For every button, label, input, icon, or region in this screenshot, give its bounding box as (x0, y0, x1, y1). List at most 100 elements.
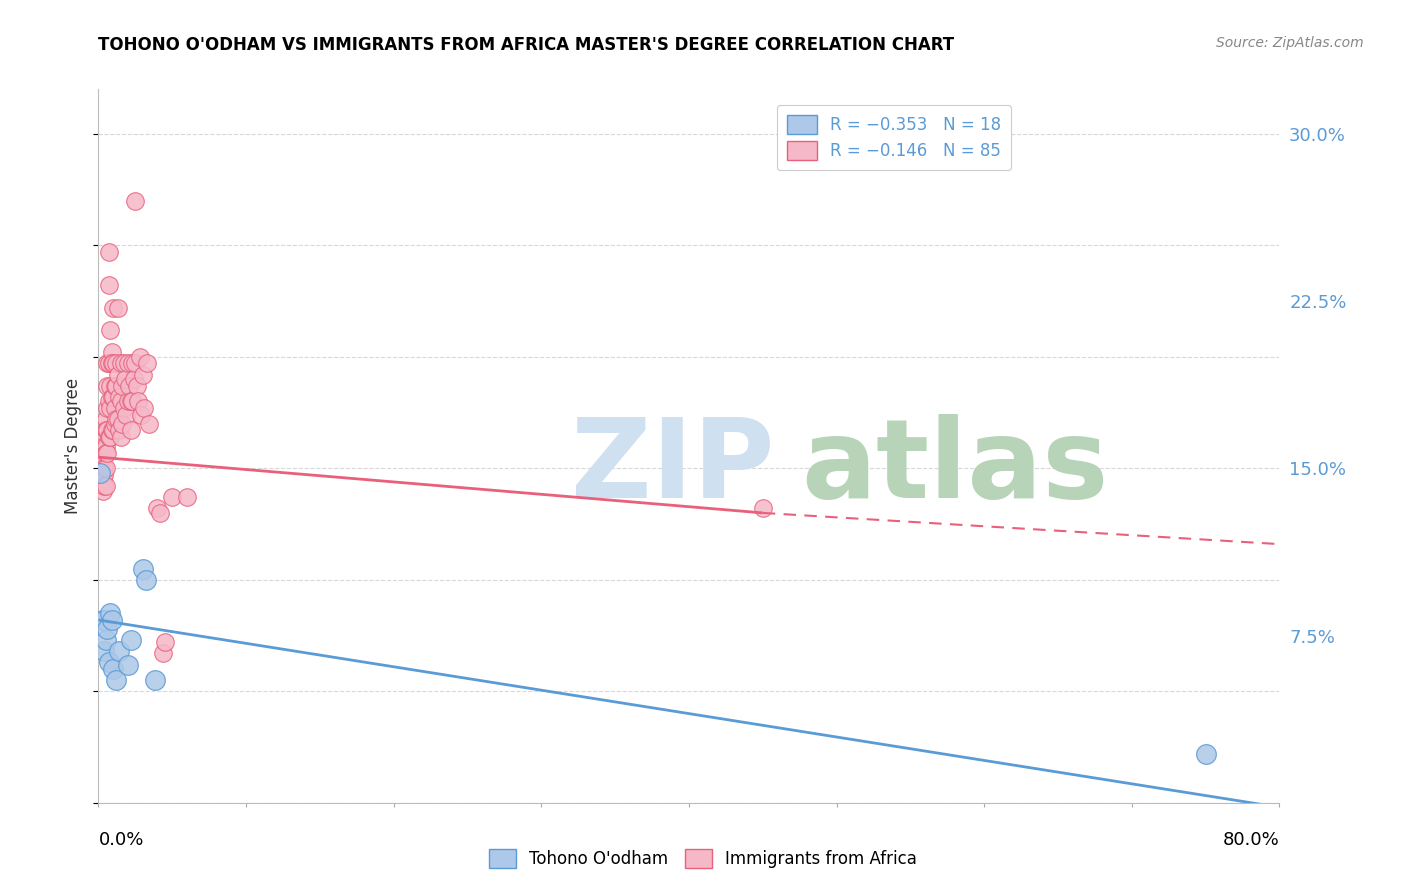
Point (107, 301, 129, 315)
Point (129, 408, 152, 422)
Point (124, 194, 146, 208)
Text: Source: ZipAtlas.com: Source: ZipAtlas.com (1216, 36, 1364, 50)
Point (100, 356, 122, 371)
Point (104, 417, 127, 431)
Point (121, 394, 143, 409)
Point (108, 424, 131, 438)
Point (120, 424, 142, 438)
Point (107, 412, 129, 426)
Text: atlas: atlas (801, 414, 1108, 521)
Point (94, 461, 117, 475)
Point (122, 372, 145, 386)
Point (103, 390, 125, 404)
Point (96, 356, 118, 371)
Point (134, 401, 156, 416)
Point (112, 401, 135, 416)
Point (162, 490, 183, 504)
Point (98, 401, 121, 416)
Point (91, 443, 114, 458)
Point (100, 424, 122, 438)
Point (105, 378, 128, 392)
Point (94, 412, 117, 426)
Point (105, 412, 128, 426)
Point (153, 635, 176, 649)
Point (111, 378, 134, 392)
Point (98, 323, 121, 337)
Point (96, 446, 118, 460)
Point (125, 378, 148, 392)
Point (138, 417, 160, 431)
Point (143, 673, 166, 687)
Legend: Tohono O'odham, Immigrants from Africa: Tohono O'odham, Immigrants from Africa (482, 843, 924, 875)
Point (104, 401, 127, 416)
Point (104, 378, 127, 392)
Point (146, 501, 169, 516)
Point (107, 368, 129, 382)
Point (91, 450, 114, 465)
Point (90, 434, 112, 449)
Point (97, 430, 120, 444)
Point (93, 461, 115, 475)
Point (110, 394, 132, 409)
Point (94, 439, 117, 453)
Point (103, 424, 125, 438)
Point (96, 401, 118, 416)
Point (103, 662, 125, 676)
Point (94, 446, 117, 460)
Point (93, 479, 115, 493)
Point (132, 562, 155, 576)
Point (98, 430, 121, 444)
Point (117, 657, 139, 672)
Text: 0.0%: 0.0% (98, 831, 143, 849)
Point (110, 356, 132, 371)
Point (118, 378, 141, 392)
Point (176, 490, 198, 504)
Point (91, 613, 114, 627)
Point (96, 622, 118, 636)
Point (751, 501, 773, 516)
Point (89, 450, 111, 465)
Point (94, 479, 117, 493)
Point (93, 613, 115, 627)
Point (97, 278, 120, 293)
Point (121, 356, 143, 371)
Point (97, 356, 120, 371)
Point (127, 394, 149, 409)
Point (132, 368, 155, 382)
Point (115, 408, 138, 422)
Point (149, 506, 172, 520)
Point (100, 613, 122, 627)
Point (96, 424, 118, 438)
Point (114, 372, 136, 386)
Point (103, 301, 125, 315)
Point (96, 378, 118, 392)
Point (97, 244, 120, 259)
Point (93, 439, 115, 453)
Legend: R = −0.353   N = 18, R = −0.146   N = 85: R = −0.353 N = 18, R = −0.146 N = 85 (778, 104, 1011, 169)
Point (93, 467, 115, 482)
Point (97, 394, 120, 409)
Point (110, 430, 132, 444)
Point (135, 573, 157, 587)
Y-axis label: Master's Degree: Master's Degree (65, 378, 83, 514)
Point (111, 417, 134, 431)
Point (105, 356, 128, 371)
Point (124, 356, 146, 371)
Point (1195, 747, 1218, 761)
Point (89, 466, 111, 480)
Point (100, 390, 122, 404)
Point (98, 378, 121, 392)
Point (91, 473, 114, 487)
Point (108, 390, 131, 404)
Point (108, 644, 131, 658)
Point (98, 607, 121, 621)
Point (94, 633, 117, 648)
Point (117, 394, 139, 409)
Point (103, 356, 125, 371)
Point (100, 345, 122, 359)
Point (105, 673, 128, 687)
Point (128, 350, 150, 364)
Point (97, 655, 120, 669)
Point (112, 356, 135, 371)
Point (94, 424, 117, 438)
